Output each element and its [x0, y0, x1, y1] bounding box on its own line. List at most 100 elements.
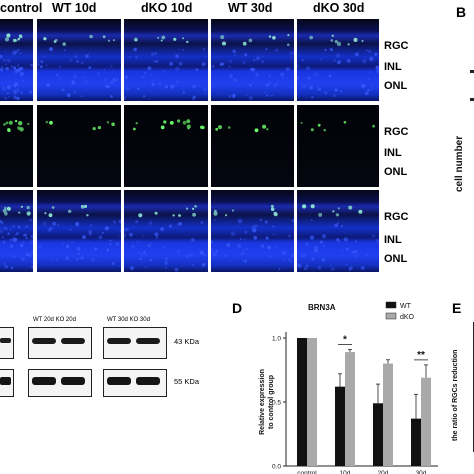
cell-dot: [186, 207, 189, 210]
nucleus-dot: [30, 63, 33, 67]
nucleus-dot: [20, 91, 23, 94]
nucleus-dot: [230, 231, 236, 236]
nucleus-dot: [66, 93, 71, 97]
nucleus-dot: [346, 247, 349, 251]
nucleus-dot: [12, 66, 17, 70]
nucleus-dot: [192, 84, 196, 89]
nucleus-dot: [145, 254, 147, 257]
cell-dot: [62, 42, 66, 46]
nucleus-dot: [228, 65, 231, 68]
panel-d-label: D: [232, 300, 243, 316]
cell-dot: [68, 209, 72, 213]
nucleus-dot: [17, 225, 21, 229]
panel-b-tick: [470, 98, 474, 101]
wb-band: [32, 338, 56, 344]
cell-dot: [4, 211, 8, 216]
nucleus-dot: [178, 222, 182, 226]
nucleus-dot: [265, 236, 269, 240]
cell-dot: [154, 211, 158, 215]
nucleus-dot: [163, 245, 166, 248]
nucleus-dot: [82, 235, 86, 239]
nucleus-dot: [252, 228, 257, 233]
nucleus-dot: [1, 236, 4, 239]
nucleus-dot: [345, 263, 348, 266]
nucleus-dot: [214, 219, 217, 222]
layer-label-rgc: RGC: [384, 126, 409, 138]
cell-dot: [27, 122, 30, 125]
nucleus-dot: [317, 265, 322, 270]
cell-dot: [173, 37, 177, 41]
cell-dot: [272, 36, 276, 40]
bar-dko-30d: [421, 377, 431, 466]
wb-band: [136, 377, 160, 385]
nucleus-dot: [37, 72, 39, 75]
bar-wt-10d: [335, 386, 345, 466]
nucleus-dot: [354, 240, 358, 243]
nucleus-dot: [335, 53, 341, 58]
nucleus-dot: [308, 78, 311, 80]
nucleus-dot: [89, 232, 92, 236]
nucleus-dot: [71, 241, 74, 244]
marker-55kda: 55 KDa: [174, 377, 200, 386]
nucleus-dot: [111, 261, 115, 266]
nucleus-dot: [276, 82, 278, 85]
nucleus-dot: [244, 53, 248, 57]
layer-label-rgc: RGC: [384, 40, 409, 52]
legend-swatch-dko: [385, 312, 397, 320]
nucleus-dot: [74, 55, 78, 59]
nucleus-dot: [245, 94, 248, 96]
wb-band: [107, 377, 131, 385]
nucleus-dot: [6, 85, 11, 90]
nucleus-dot: [375, 65, 379, 70]
cell-dot: [330, 39, 334, 42]
nucleus-dot: [307, 76, 311, 80]
cell-dot: [172, 214, 175, 217]
nucleus-dot: [38, 245, 42, 249]
nucleus-dot: [178, 48, 180, 51]
nucleus-dot: [104, 226, 109, 231]
nucleus-dot: [13, 91, 17, 95]
cell-dot: [161, 35, 166, 40]
nucleus-dot: [202, 47, 205, 51]
nucleus-dot: [88, 229, 92, 234]
cell-dot: [83, 204, 88, 208]
nucleus-dot: [124, 233, 126, 238]
nucleus-dot: [234, 54, 237, 57]
nucleus-dot: [73, 90, 77, 94]
nucleus-dot: [30, 234, 33, 239]
x-tick-label: 30d: [416, 470, 427, 474]
cell-dot: [187, 127, 190, 130]
nucleus-dot: [4, 264, 8, 269]
cell-dot: [19, 127, 24, 132]
nucleus-dot: [109, 239, 112, 242]
significance-marker: *: [343, 335, 347, 346]
nucleus-dot: [68, 228, 72, 232]
cell-dot: [102, 35, 106, 39]
nucleus-dot: [10, 244, 14, 248]
nucleus-dot: [232, 49, 237, 54]
micrograph-panel: [37, 19, 121, 101]
nucleus-dot: [314, 245, 318, 249]
wb-band: [0, 338, 11, 343]
nucleus-dot: [52, 221, 57, 226]
nucleus-dot: [19, 71, 24, 76]
nucleus-dot: [182, 91, 186, 94]
nucleus-dot: [175, 54, 180, 59]
micrograph-panel: [0, 19, 33, 101]
nucleus-dot: [14, 69, 19, 74]
nucleus-dot: [240, 238, 242, 240]
nucleus-dot: [80, 61, 84, 65]
cell-dot: [89, 34, 93, 39]
micrograph-panel: [0, 190, 33, 272]
nucleus-dot: [82, 76, 85, 79]
nucleus-dot: [114, 222, 116, 224]
nucleus-dot: [37, 62, 41, 67]
panel-e-label: E: [452, 300, 462, 316]
cell-dot: [43, 37, 47, 41]
nucleus-dot: [76, 246, 81, 251]
nucleus-dot: [31, 265, 33, 269]
layer-label-inl: INL: [384, 234, 402, 246]
nucleus-dot: [168, 224, 173, 228]
bar-dko-20d: [383, 363, 393, 466]
nucleus-dot: [17, 225, 21, 228]
